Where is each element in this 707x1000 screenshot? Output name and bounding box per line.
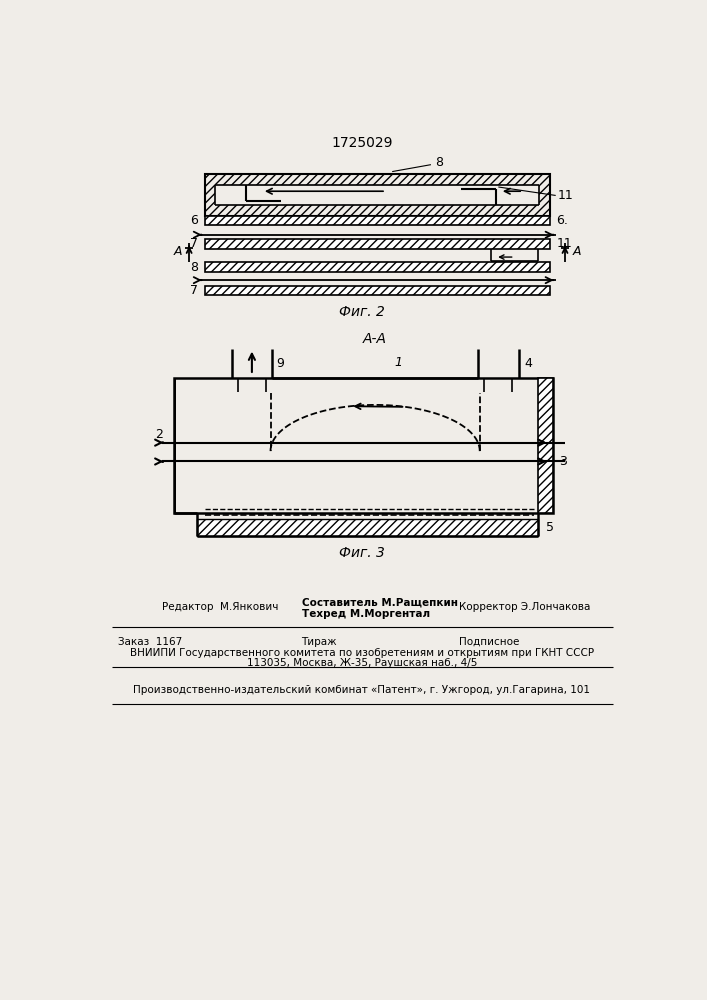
Bar [204, 174, 549, 216]
Text: Заказ  1167: Заказ 1167 [118, 637, 182, 647]
Text: 8: 8 [435, 156, 443, 169]
Text: 4: 4 [525, 357, 532, 370]
Text: Подписное: Подписное [459, 637, 519, 647]
Bar [204, 239, 549, 249]
Bar [538, 378, 554, 513]
Text: 3: 3 [559, 455, 568, 468]
Text: A: A [174, 245, 182, 258]
Text: 6: 6 [189, 214, 198, 227]
Bar [204, 239, 549, 249]
Text: Производственно-издательский комбинат «Патент», г. Ужгород, ул.Гагарина, 101: Производственно-издательский комбинат «П… [134, 685, 590, 695]
Text: 6.: 6. [556, 214, 568, 227]
Text: 11: 11 [556, 237, 572, 250]
Text: ВНИИПИ Государственного комитета по изобретениям и открытиям при ГКНТ СССР: ВНИИПИ Государственного комитета по изоб… [130, 648, 594, 658]
Text: 7: 7 [189, 284, 198, 297]
Text: 113035, Москва, Ж-35, Раушская наб., 4/5: 113035, Москва, Ж-35, Раушская наб., 4/5 [247, 658, 477, 668]
Text: Составитель М.Ращепкин: Составитель М.Ращепкин [301, 597, 457, 607]
Bar [204, 286, 549, 295]
Bar [174, 378, 554, 513]
Text: 7: 7 [189, 237, 198, 250]
Bar [197, 519, 538, 536]
Bar [197, 519, 538, 536]
Bar [216, 185, 539, 205]
Text: 11: 11 [557, 189, 573, 202]
Text: 5: 5 [546, 521, 554, 534]
Text: Тираж: Тираж [301, 637, 337, 647]
Text: Фиг. 2: Фиг. 2 [339, 305, 385, 319]
Bar [204, 216, 549, 225]
Bar [204, 262, 549, 272]
Bar [538, 378, 554, 513]
Text: A: A [573, 245, 581, 258]
Bar [204, 174, 549, 216]
Text: 9: 9 [276, 357, 284, 370]
Text: 8: 8 [189, 261, 198, 274]
Bar [204, 286, 549, 295]
Bar [204, 262, 549, 272]
Text: 1725029: 1725029 [331, 136, 392, 150]
Text: Корректор Э.Лончакова: Корректор Э.Лончакова [459, 602, 590, 612]
Text: Фиг. 3: Фиг. 3 [339, 546, 385, 560]
Bar [204, 216, 549, 225]
Text: 1: 1 [395, 356, 402, 369]
Bar [174, 378, 176, 513]
Text: A-A: A-A [363, 332, 387, 346]
Text: 2: 2 [155, 428, 163, 441]
Text: Редактор  М.Янкович: Редактор М.Янкович [162, 602, 279, 612]
Text: Техред М.Моргентал: Техред М.Моргентал [301, 609, 430, 619]
